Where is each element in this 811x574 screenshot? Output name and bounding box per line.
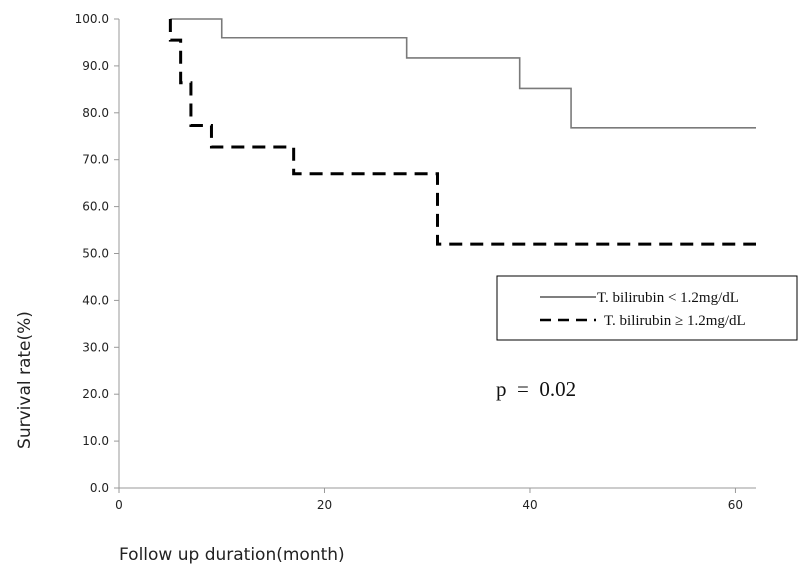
legend: T. bilirubin < 1.2mg/dL T. bilirubin ≥ 1… [496,275,798,341]
y-tick-label: 80.0 [82,106,109,120]
x-tick-label: 60 [728,498,743,512]
x-tick-label: 20 [317,498,332,512]
p-value-annotation: p = 0.02 [496,377,576,401]
y-tick-label: 70.0 [82,153,109,167]
series-line-high-bilirubin [168,19,756,246]
y-tick-label: 0.0 [90,481,109,495]
x-ticks: 0 20 40 60 [115,488,743,512]
y-tick-label: 40.0 [82,293,109,307]
y-tick-label: 10.0 [82,434,109,448]
y-tick-label: 30.0 [82,340,109,354]
x-tick-label: 0 [115,498,123,512]
legend-label-high-bilirubin: T. bilirubin ≥ 1.2mg/dL [604,313,746,329]
y-ticks: 0.0 10.0 20.0 30.0 40.0 50.0 60.0 70.0 80.0 90.0 1… [75,12,119,495]
series-layer [168,18,756,246]
y-tick-label: 50.0 [82,247,109,261]
x-axis-title: Follow up duration(month) [119,545,345,565]
x-tick-label: 40 [522,498,537,512]
y-tick-label: 90.0 [82,59,109,73]
y-tick-label: 60.0 [82,200,109,214]
y-tick-label: 20.0 [82,387,109,401]
legend-box [496,275,798,341]
legend-label-low-bilirubin: T. bilirubin < 1.2mg/dL [597,290,739,306]
axes [118,19,756,489]
y-axis-title: Survival rate(%) [15,311,35,449]
series-line-low-bilirubin [170,18,756,129]
y-tick-label: 100.0 [75,12,109,26]
